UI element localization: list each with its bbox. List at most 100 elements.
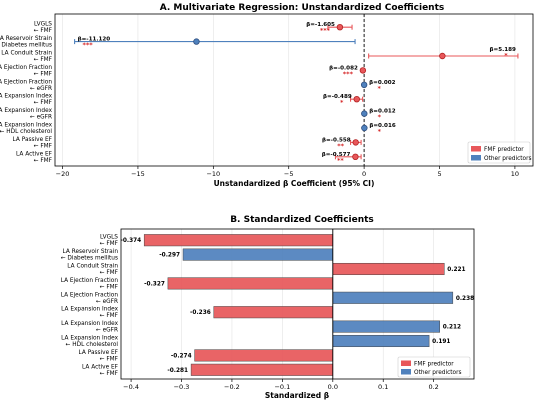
significance-stars: **	[337, 142, 344, 150]
y-tick-label: ← FMF	[100, 313, 118, 319]
y-tick-label: ← eGFR	[30, 115, 52, 121]
legend-swatch	[471, 155, 481, 161]
x-tick-label: −15	[131, 170, 145, 178]
beta-label: β=-11.120	[78, 37, 111, 43]
x-tick-label: −5	[284, 170, 294, 178]
beta-point	[439, 52, 446, 60]
y-tick-label: ← HDL cholesterol	[66, 342, 119, 348]
x-tick-label: 10	[511, 170, 519, 178]
panel-b-frame	[120, 228, 475, 380]
y-tick-label: ← FMF	[100, 284, 118, 290]
bar	[213, 306, 334, 319]
bar	[190, 363, 334, 376]
y-tick-label: ← HDL cholesterol	[0, 129, 52, 135]
panel-a-frame	[54, 13, 534, 167]
beta-point	[361, 124, 368, 132]
panel-b-title: B. Standardized Coefficients	[230, 215, 374, 225]
x-tick-label: 0	[362, 170, 366, 178]
significance-stars: *	[377, 84, 381, 92]
panel-b: B. Standardized Coefficients -0.374 -0.29…	[61, 215, 475, 400]
value-label: -0.274	[171, 353, 192, 359]
y-tick-label: ← FMF	[34, 158, 52, 164]
y-tick-label: LA Reservoir Strain	[0, 36, 52, 42]
value-label: 0.238	[456, 296, 474, 302]
y-tick-label: LA Active EF	[82, 364, 118, 370]
significance-stars: *	[340, 99, 344, 107]
x-tick-label: −0.2	[224, 383, 240, 391]
y-tick-label: ← eGFR	[96, 299, 118, 305]
value-label: 0.191	[432, 339, 450, 345]
y-tick-label: ← FMF	[34, 71, 52, 77]
y-tick-label: LA Expansion Index	[61, 336, 118, 342]
beta-label: β=-0.489	[323, 94, 352, 100]
x-tick-label: −20	[56, 170, 70, 178]
panel-b-marks: -0.374 -0.297 0.221 -0.327 0.238 -0.236 0.212 0…	[120, 229, 474, 379]
legend-swatch	[401, 360, 411, 366]
legend-swatch	[471, 146, 481, 152]
panel-a-x-axis-label: Unstandardized β Coefficient (95% CI)	[214, 179, 375, 188]
value-label: -0.281	[167, 368, 188, 374]
beta-point	[352, 153, 359, 160]
y-tick-label: ← FMF	[100, 371, 118, 377]
y-tick-label: LA Expansion Index	[0, 108, 53, 114]
x-tick-label: −0.4	[123, 383, 139, 391]
panel-b-x-ticks: −0.4 −0.3 −0.2 −0.1 0.0 0.1 0.2	[123, 379, 439, 391]
y-tick-label: LA Passive EF	[79, 350, 118, 356]
legend-label: FMF predictor	[414, 362, 454, 368]
legend-label: Other predictors	[484, 156, 532, 162]
y-tick-label: LA Ejection Fraction	[0, 79, 52, 85]
y-tick-label: LVGLS	[34, 22, 52, 28]
beta-point	[360, 81, 368, 88]
beta-label: β=0.012	[369, 109, 395, 115]
y-tick-label: LA Passive EF	[13, 137, 52, 143]
value-label: 0.212	[443, 325, 461, 331]
panel-a: A. Multivariate Regression: Unstandardiz…	[0, 3, 534, 188]
bar	[332, 262, 445, 276]
beta-label: β=-0.558	[322, 137, 351, 143]
legend-box	[467, 141, 531, 164]
beta-label: β=-0.577	[322, 152, 351, 158]
y-tick-label: LA Ejection Fraction	[61, 292, 119, 298]
y-tick-label: LA Reservoir Strain	[63, 249, 119, 255]
x-tick-label: −10	[206, 170, 220, 178]
x-tick-label: 0.2	[428, 383, 438, 391]
bar	[143, 234, 334, 247]
bar	[332, 334, 430, 348]
y-tick-label: ← FMF	[100, 356, 118, 362]
bar	[182, 248, 334, 261]
beta-label: β=0.002	[369, 80, 395, 86]
value-label: -0.374	[120, 238, 141, 244]
x-tick-label: 0.0	[328, 383, 338, 391]
value-label: 0.221	[447, 267, 465, 273]
panel-a-grid	[62, 14, 516, 166]
significance-stars: ***	[83, 41, 94, 49]
bar	[332, 320, 440, 333]
y-tick-label: LA Active EF	[16, 151, 52, 157]
beta-label: β=0.016	[369, 123, 395, 129]
panel-b-x-axis-label: Standardized β	[265, 391, 330, 400]
panel-a-x-ticks: −20 −15 −10 −5 0 5 10	[56, 166, 519, 178]
bar	[194, 349, 334, 362]
y-tick-label: ← FMF	[34, 100, 52, 106]
y-tick-label: ← eGFR	[30, 86, 52, 92]
y-tick-label: ← eGFR	[96, 328, 118, 334]
bar	[332, 291, 454, 304]
beta-label: β=-0.082	[329, 65, 358, 71]
significance-stars: ***	[320, 27, 331, 35]
y-tick-label: LA Expansion Index	[0, 123, 53, 129]
beta-point	[353, 95, 360, 103]
y-tick-label: LA Expansion Index	[61, 321, 118, 327]
significance-stars: *	[504, 52, 508, 60]
legend-box	[397, 356, 471, 378]
significance-stars: *	[378, 128, 382, 136]
beta-point	[359, 67, 367, 74]
y-tick-label: LA Ejection Fraction	[0, 65, 52, 71]
legend-swatch	[401, 369, 411, 375]
panel-a-legend: FMF predictor Other predictors	[467, 141, 532, 164]
significance-stars: *	[378, 113, 382, 121]
y-tick-label: LA Expansion Index	[0, 94, 53, 100]
y-tick-label: ← FMF	[34, 28, 52, 34]
